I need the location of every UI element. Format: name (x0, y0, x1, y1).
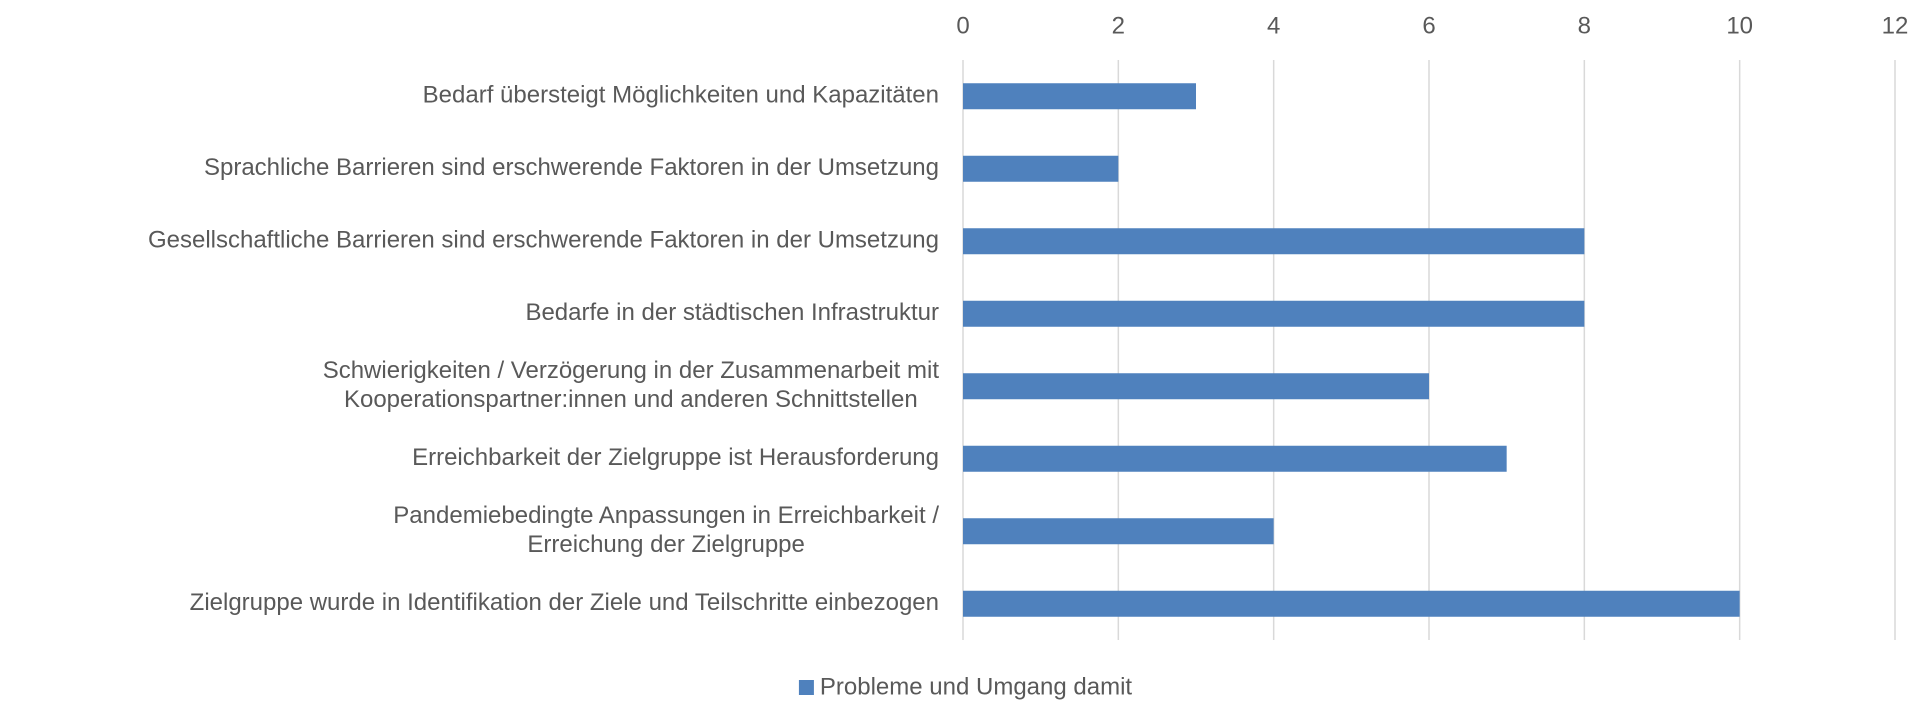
y-tick-label: Bedarf übersteigt Möglichkeiten und Kapa… (423, 82, 939, 109)
x-tick-label: 8 (1578, 12, 1591, 39)
x-tick-label: 6 (1422, 12, 1435, 39)
bar (963, 590, 1740, 617)
bar (963, 445, 1507, 472)
y-tick-label: Zielgruppe wurde in Identifikation der Z… (190, 589, 939, 616)
bar (963, 228, 1585, 255)
x-tick-label: 12 (1882, 12, 1909, 39)
y-tick-label: Sprachliche Barrieren sind erschwerende … (204, 154, 939, 181)
bar (963, 373, 1429, 400)
x-tick-label: 10 (1726, 12, 1753, 39)
y-tick-label: Pandemiebedingte Anpassungen in Erreichb… (393, 502, 939, 558)
x-tick-label: 0 (956, 12, 969, 39)
y-tick-label: Gesellschaftliche Barrieren sind erschwe… (148, 227, 939, 254)
y-tick-label: Schwierigkeiten / Verzögerung in der Zus… (323, 357, 940, 413)
bar (963, 300, 1585, 327)
legend-label: Probleme und Umgang damit (820, 673, 1132, 700)
x-tick-label: 4 (1267, 12, 1280, 39)
bar (963, 83, 1196, 110)
y-tick-label: Erreichbarkeit der Zielgruppe ist Heraus… (412, 444, 939, 471)
x-tick-label: 2 (1112, 12, 1125, 39)
bar (963, 518, 1274, 545)
bar (963, 155, 1119, 182)
legend: Probleme und Umgang damit (798, 673, 1132, 700)
y-tick-label: Bedarfe in der städtischen Infrastruktur (525, 299, 939, 326)
legend-swatch (798, 680, 814, 695)
